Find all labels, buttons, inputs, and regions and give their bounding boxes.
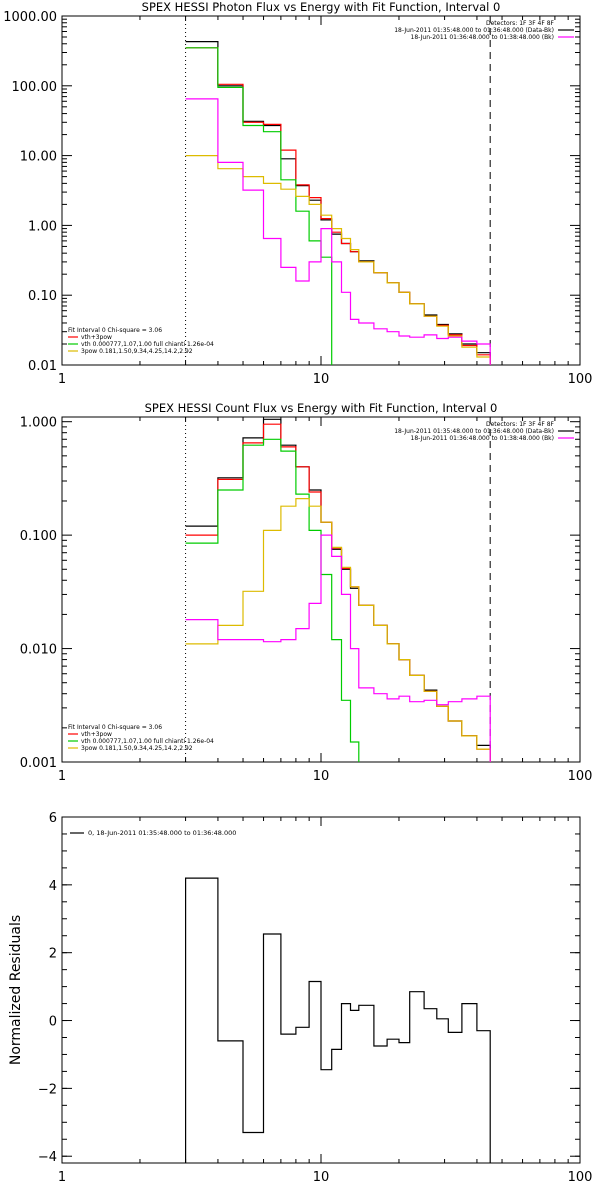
header-line: 18-Jun-2011 01:35:48.000 to 01:36:48.000… — [394, 428, 554, 435]
y-tick-label: 100.00 — [12, 80, 58, 95]
chart-panel-1: SPEX HESSI Count Flux vs Energy with Fit… — [20, 401, 593, 784]
x-tick-label: 1 — [58, 1170, 66, 1185]
x-tick-label: 100 — [568, 372, 593, 387]
series-line-2 — [185, 438, 360, 762]
y-tick-label: 0.10 — [28, 289, 57, 304]
y-tick-label: 4 — [49, 879, 57, 894]
series-line-2 — [185, 47, 333, 365]
series-line-4 — [185, 534, 491, 762]
y-tick-label: −4 — [38, 1150, 57, 1165]
header-line: 18-Jun-2011 01:36:48.000 to 01:38:48.000… — [411, 34, 554, 41]
series-line-4 — [185, 98, 491, 365]
chart-panel-0: SPEX HESSI Photon Flux vs Energy with Fi… — [3, 0, 593, 387]
x-tick-label: 1 — [58, 372, 66, 387]
y-tick-label: 1000.00 — [3, 10, 57, 25]
legend-title: Fit Interval 0 Chi-square = 3.06 — [68, 724, 162, 731]
legend-label: vth 0.000777,1.07,1.00 full chianti 1.26… — [81, 738, 214, 745]
y-tick-label: 10.00 — [20, 150, 57, 165]
x-tick-label: 100 — [568, 769, 593, 784]
legend-label: 0, 18-Jun-2011 01:35:48.000 to 01:36:48.… — [88, 829, 236, 837]
x-tick-label: 10 — [313, 769, 330, 784]
x-tick-label: 10 — [313, 372, 330, 387]
series-line-1 — [185, 423, 491, 762]
series-line-0 — [185, 41, 491, 365]
y-tick-label: 1.000 — [20, 416, 57, 431]
y-tick-label: 0.01 — [28, 359, 57, 374]
header-line: 18-Jun-2011 01:35:48.000 to 01:36:48.000… — [394, 27, 554, 34]
y-axis-label: Normalized Residuals — [8, 915, 24, 1065]
header-line: 18-Jun-2011 01:36:48.000 to 01:38:48.000… — [411, 435, 554, 442]
x-tick-label: 1 — [58, 769, 66, 784]
series-line-0 — [185, 877, 491, 1163]
legend-label: vth+3pow — [81, 334, 112, 341]
legend-title: Fit Interval 0 Chi-square = 3.06 — [68, 327, 162, 334]
chart-title: SPEX HESSI Photon Flux vs Energy with Fi… — [142, 0, 501, 14]
y-tick-label: 6 — [49, 811, 57, 826]
x-tick-label: 10 — [313, 1170, 330, 1185]
legend-label: vth+3pow — [81, 731, 112, 738]
legend-label: 3pow 0.181,1.50,9.34,4.25,14.2,2.92 — [81, 745, 193, 752]
series-group — [185, 877, 491, 1163]
series-group — [185, 418, 491, 762]
header-line: Detectors: 1F 3F 4F 8F — [486, 421, 555, 428]
y-tick-label: 0.001 — [20, 756, 57, 771]
y-tick-label: 0 — [49, 1015, 57, 1030]
legend-label: vth 0.000777,1.07,1.00 full chianti 1.26… — [81, 341, 214, 348]
y-tick-label: −2 — [38, 1082, 57, 1097]
series-group — [185, 41, 491, 365]
y-tick-label: 2 — [49, 947, 57, 962]
plot-frame — [61, 15, 581, 366]
legend-label: 3pow 0.181,1.50,9.34,4.25,14.2,2.92 — [81, 348, 193, 355]
series-line-1 — [185, 47, 491, 365]
y-tick-label: 1.00 — [28, 219, 57, 234]
y-tick-label: 0.010 — [20, 643, 57, 658]
y-tick-label: 0.100 — [20, 529, 57, 544]
series-line-3 — [185, 155, 491, 365]
series-line-3 — [185, 498, 491, 762]
header-line: Detectors: 1F 3F 4F 8F — [486, 20, 555, 27]
chart-panel-2: 1 10 100 6 4 2 0 −2 −4 Normalized Residuals 0, 18-… — [8, 811, 592, 1185]
x-tick-label: 100 — [568, 1170, 593, 1185]
chart-title: SPEX HESSI Count Flux vs Energy with Fit… — [145, 401, 498, 415]
series-line-0 — [185, 418, 491, 762]
